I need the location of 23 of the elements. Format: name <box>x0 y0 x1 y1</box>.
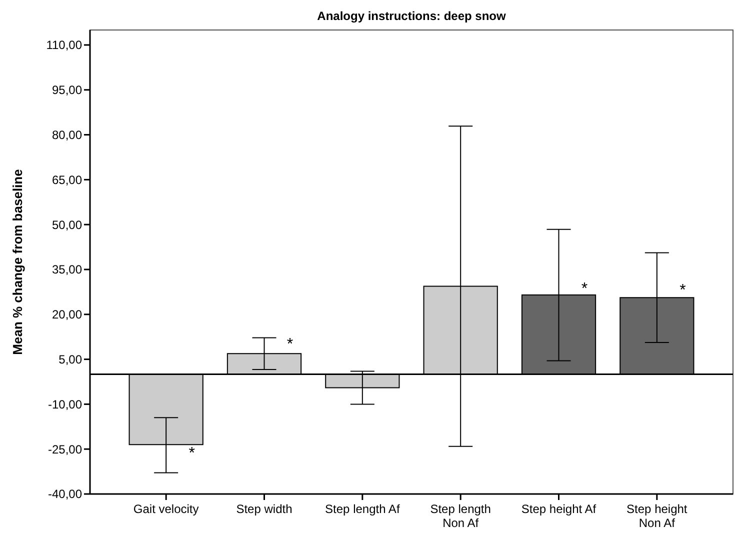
annotation: * <box>680 282 686 299</box>
x-tick-label: Step height Af <box>521 502 597 516</box>
x-tick-label: Gait velocity <box>133 502 199 516</box>
annotation: * <box>188 445 195 462</box>
y-axis-title: Mean % change from baseline <box>10 169 25 355</box>
y-tick-label: -10,00 <box>48 397 82 412</box>
y-tick-label: 95,00 <box>52 83 82 98</box>
y-tick-label: 65,00 <box>52 172 82 187</box>
x-tick-label: Step length Af <box>325 502 400 516</box>
y-tick-label: 35,00 <box>52 262 82 277</box>
y-tick-label: 110,00 <box>46 38 82 52</box>
y-tick-label: -40,00 <box>48 487 82 502</box>
y-tick-label: -25,00 <box>48 442 82 456</box>
annotation: * <box>286 336 294 354</box>
annotation: * <box>581 280 588 298</box>
chart-title: Analogy instructions: deep snow <box>317 9 507 23</box>
y-tick-label: 80,00 <box>52 128 82 142</box>
y-tick-label: 20,00 <box>52 308 82 322</box>
y-tick-label: 5,00 <box>58 352 82 366</box>
y-tick-label: 50,00 <box>52 218 82 232</box>
x-tick-label: Step height Non Af <box>626 502 688 530</box>
x-tick-label: Step width <box>236 502 292 516</box>
x-tick-label: Step length Non Af <box>430 502 491 530</box>
